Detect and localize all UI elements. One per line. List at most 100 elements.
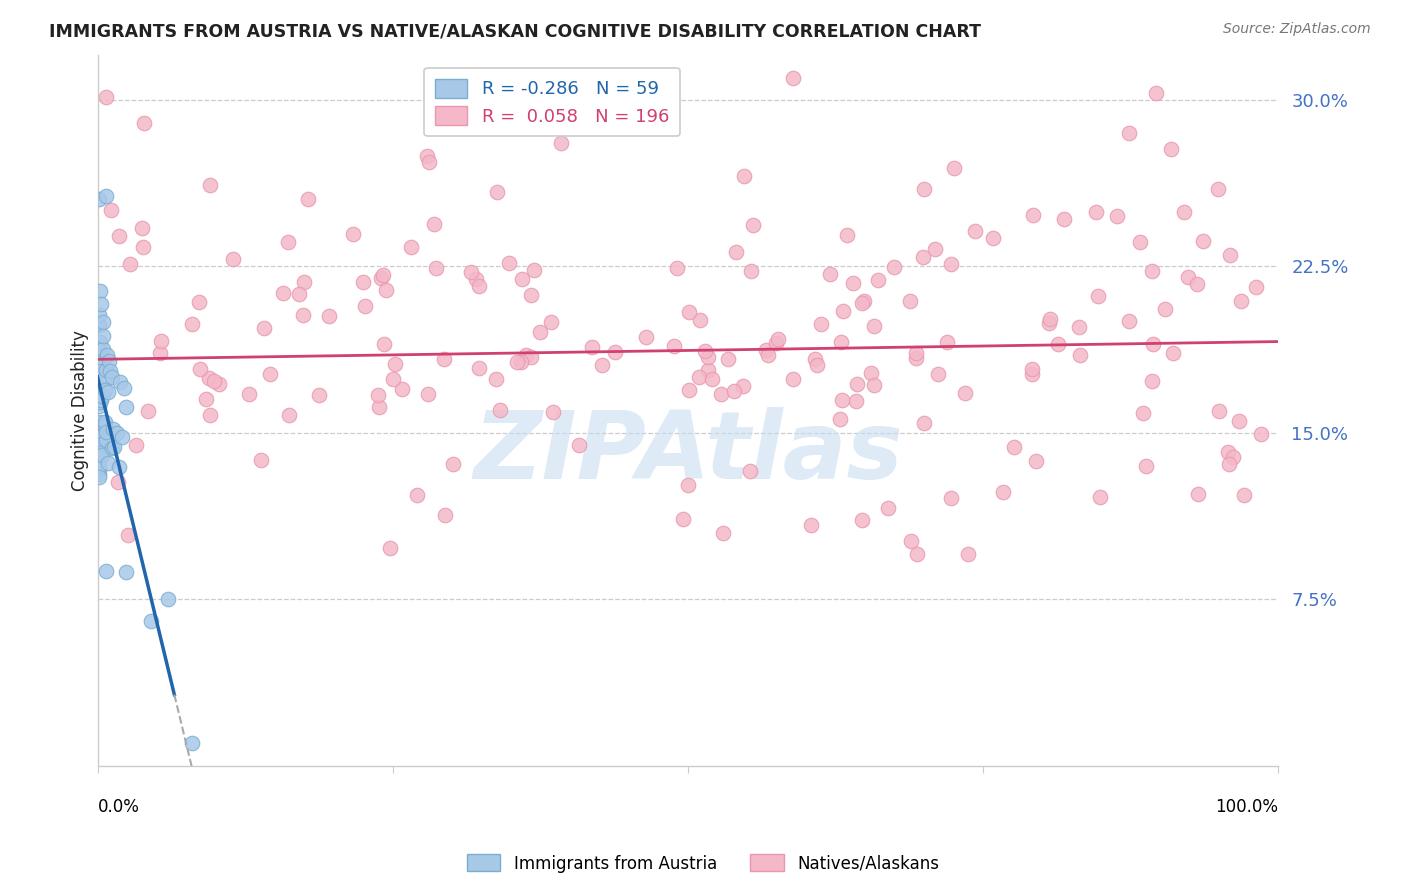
- Text: 100.0%: 100.0%: [1215, 797, 1278, 815]
- Point: [1118, 313, 1140, 327]
- Point: [550, 136, 572, 151]
- Point: [818, 267, 841, 281]
- Point: [198, 371, 221, 385]
- Point: [384, 357, 406, 371]
- Point: [520, 288, 543, 302]
- Point: [273, 286, 295, 301]
- Point: [830, 335, 852, 350]
- Point: [877, 500, 900, 515]
- Point: [1088, 490, 1111, 504]
- Point: [382, 372, 405, 386]
- Point: [97, 456, 120, 470]
- Point: [1142, 337, 1164, 351]
- Point: [1118, 126, 1140, 140]
- Point: [89, 430, 111, 444]
- Point: [132, 240, 155, 254]
- Point: [782, 372, 804, 386]
- Point: [418, 387, 440, 401]
- Point: [695, 344, 717, 359]
- Point: [94, 90, 117, 104]
- Point: [529, 325, 551, 339]
- Point: [688, 369, 710, 384]
- Point: [180, 317, 202, 331]
- Point: [101, 369, 124, 384]
- Point: [96, 564, 118, 578]
- Point: [904, 346, 927, 360]
- Point: [89, 308, 111, 322]
- Point: [862, 318, 884, 333]
- Text: ZIPAtlas: ZIPAtlas: [472, 407, 903, 499]
- Point: [1219, 248, 1241, 262]
- Point: [110, 375, 132, 389]
- Point: [90, 392, 112, 407]
- Point: [103, 440, 125, 454]
- Point: [1069, 348, 1091, 362]
- Point: [433, 351, 456, 366]
- Point: [831, 304, 853, 318]
- Point: [87, 387, 110, 401]
- Point: [114, 401, 136, 415]
- Point: [1132, 407, 1154, 421]
- Point: [375, 283, 398, 297]
- Point: [93, 383, 115, 397]
- Point: [259, 367, 281, 381]
- Point: [90, 389, 112, 403]
- Text: IMMIGRANTS FROM AUSTRIA VS NATIVE/ALASKAN COGNITIVE DISABILITY CORRELATION CHART: IMMIGRANTS FROM AUSTRIA VS NATIVE/ALASKA…: [49, 22, 981, 40]
- Point: [87, 356, 110, 370]
- Point: [1218, 457, 1240, 471]
- Point: [406, 488, 429, 502]
- Point: [540, 315, 562, 329]
- Point: [98, 354, 121, 368]
- Point: [831, 392, 853, 407]
- Point: [912, 182, 935, 196]
- Point: [859, 366, 882, 380]
- Text: 0.0%: 0.0%: [97, 797, 139, 815]
- Point: [800, 517, 823, 532]
- Point: [96, 363, 118, 377]
- Point: [89, 380, 111, 394]
- Point: [810, 317, 832, 331]
- Point: [367, 388, 389, 402]
- Point: [118, 257, 141, 271]
- Point: [1084, 204, 1107, 219]
- Point: [488, 402, 510, 417]
- Point: [89, 285, 111, 299]
- Point: [676, 478, 699, 492]
- Point: [278, 409, 301, 423]
- Point: [898, 293, 921, 308]
- Point: [702, 372, 724, 386]
- Point: [782, 71, 804, 86]
- Point: [568, 438, 591, 452]
- Point: [465, 272, 488, 286]
- Point: [900, 534, 922, 549]
- Point: [905, 547, 928, 561]
- Point: [927, 367, 949, 381]
- Point: [1140, 264, 1163, 278]
- Point: [105, 425, 128, 440]
- Point: [1250, 427, 1272, 442]
- Point: [936, 334, 959, 349]
- Point: [354, 299, 377, 313]
- Point: [380, 541, 402, 555]
- Point: [277, 235, 299, 249]
- Point: [318, 309, 340, 323]
- Point: [506, 354, 529, 368]
- Point: [132, 116, 155, 130]
- Point: [510, 355, 533, 369]
- Point: [672, 512, 695, 526]
- Point: [208, 376, 231, 391]
- Point: [1002, 440, 1025, 454]
- Point: [90, 437, 112, 451]
- Point: [292, 308, 315, 322]
- Point: [543, 405, 565, 419]
- Point: [696, 351, 718, 365]
- Point: [434, 508, 457, 523]
- Point: [1229, 293, 1251, 308]
- Point: [1053, 212, 1076, 227]
- Point: [991, 484, 1014, 499]
- Point: [1208, 182, 1230, 196]
- Point: [837, 228, 859, 243]
- Point: [1161, 345, 1184, 359]
- Point: [468, 360, 491, 375]
- Point: [425, 260, 447, 275]
